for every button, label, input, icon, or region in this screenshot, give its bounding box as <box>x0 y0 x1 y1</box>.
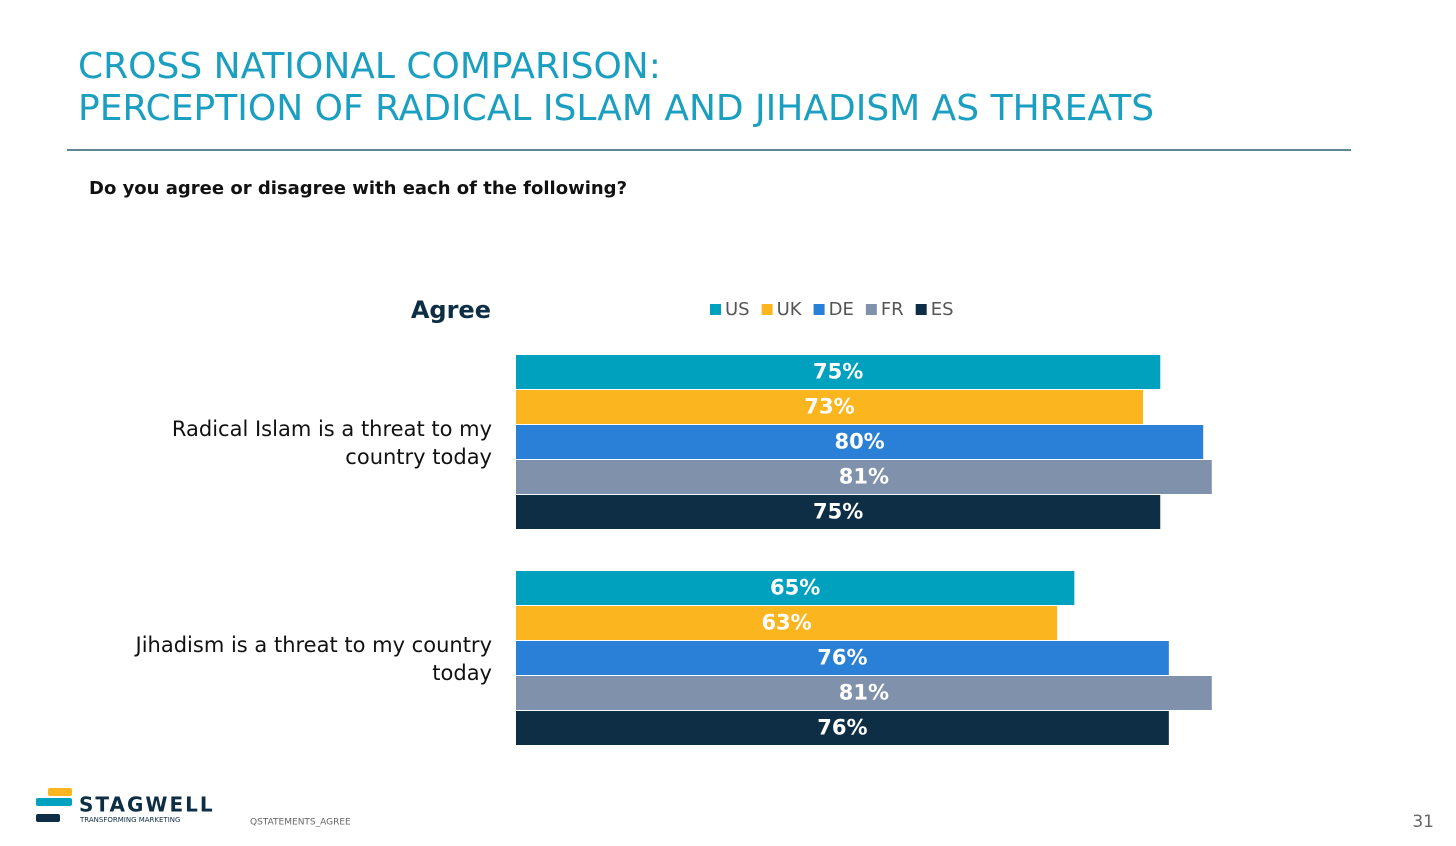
bar <box>516 676 1212 710</box>
legend-swatch <box>865 304 877 315</box>
legend-swatch <box>761 304 773 315</box>
brand: STAGWELL <box>79 793 215 817</box>
value-label: 81% <box>839 465 889 489</box>
value-label: 80% <box>834 430 884 454</box>
legend-label: UK <box>777 299 803 320</box>
value-label: 65% <box>770 576 820 600</box>
bar <box>516 355 1161 389</box>
bar <box>516 606 1058 640</box>
chart-label: Agree <box>411 296 491 324</box>
bar <box>516 425 1204 459</box>
page-number: 31 <box>1412 812 1434 832</box>
value-label: 81% <box>839 681 889 705</box>
bar <box>516 641 1169 675</box>
value-label: 76% <box>817 646 867 670</box>
legend-label: FR <box>881 299 904 320</box>
title-line: CROSS NATIONAL COMPARISON: <box>78 46 661 87</box>
title-line: PERCEPTION OF RADICAL ISLAM AND JIHADISM… <box>78 88 1154 129</box>
value-label: 75% <box>813 360 863 384</box>
legend-swatch <box>710 304 721 315</box>
tagline: TRANSFORMING MARKETING <box>79 816 180 824</box>
logo-shape <box>48 788 72 796</box>
bar <box>516 460 1212 494</box>
logo-shape <box>36 814 60 822</box>
legend-label: DE <box>829 299 854 320</box>
legend-swatch <box>915 304 927 315</box>
bar <box>516 390 1144 424</box>
legend-swatch <box>813 304 825 315</box>
value-label: 73% <box>804 395 854 419</box>
value-label: 76% <box>817 716 867 740</box>
legend-label: ES <box>931 299 954 320</box>
bar <box>516 571 1075 605</box>
value-label: 75% <box>813 500 863 524</box>
category-label: Radical Islam is a threat to my country … <box>171 416 492 469</box>
bar <box>516 495 1161 529</box>
value-label: 63% <box>761 611 811 635</box>
question: Do you agree or disagree with each of th… <box>89 178 627 199</box>
legend-label: US <box>725 299 750 320</box>
logo-shape <box>36 798 72 806</box>
slide-code: QSTATEMENTS_AGREE <box>250 818 351 828</box>
category-label: Jihadism is a threat to my country today <box>135 632 492 685</box>
bar <box>516 711 1169 745</box>
logo <box>36 788 72 822</box>
